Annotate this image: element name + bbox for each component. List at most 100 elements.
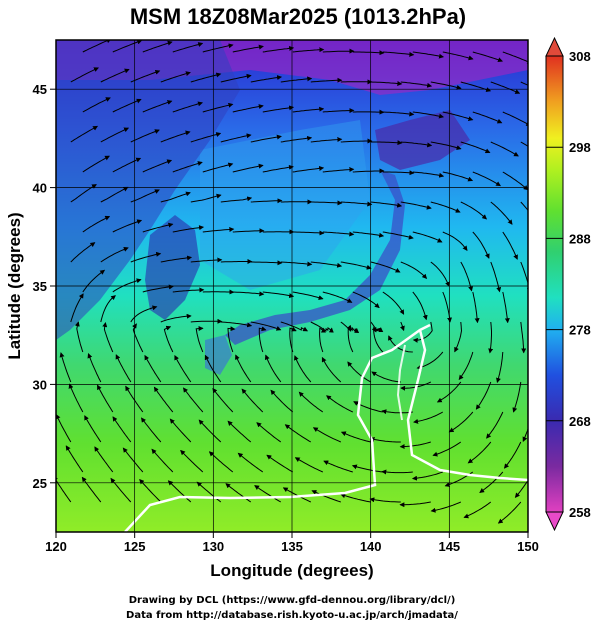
streamline (82, 215, 111, 233)
streamline (198, 419, 222, 443)
streamline (74, 321, 84, 353)
streamline (100, 247, 129, 263)
streamline (195, 325, 204, 353)
streamline (190, 132, 222, 143)
isotherm-white-3 (396, 344, 406, 421)
streamline (190, 72, 222, 83)
colorbar: 258 268 278 288 298 308 (545, 36, 591, 532)
streamline (381, 469, 413, 475)
streamline (412, 321, 433, 343)
streamline (340, 261, 372, 270)
streamline (490, 141, 519, 157)
streamline (112, 219, 143, 233)
streamline (82, 40, 112, 53)
colorbar-body (545, 55, 564, 513)
streamline (351, 464, 383, 473)
streamline (369, 437, 401, 443)
x-tick-label: 125 (124, 539, 146, 554)
streamline (172, 161, 203, 173)
streamline (100, 186, 129, 203)
streamline (371, 326, 384, 353)
streamline (520, 321, 527, 354)
streamline (232, 163, 264, 173)
streamline (352, 168, 385, 174)
streamline (369, 497, 401, 503)
streamline (280, 76, 313, 83)
streamline (65, 445, 84, 473)
streamline (172, 101, 204, 113)
streamline (112, 157, 142, 173)
streamline (256, 422, 282, 443)
streamline (294, 457, 324, 473)
streamline (292, 165, 325, 173)
streamline (202, 162, 234, 173)
streamline (183, 387, 204, 413)
streamline (430, 501, 462, 513)
streamline (467, 441, 492, 464)
streamline (56, 414, 72, 443)
y-tick-label: 35 (33, 279, 47, 294)
streamline (250, 321, 282, 331)
streamline (227, 420, 252, 443)
streamline (70, 293, 84, 323)
chart-title: MSM 18Z08Mar2025 (1013.2hPa) (130, 4, 466, 29)
streamline (413, 411, 444, 424)
streamline (232, 228, 265, 234)
streamline (460, 201, 488, 220)
streamline (220, 196, 253, 203)
streamline (202, 226, 235, 233)
streamline (102, 321, 114, 353)
streamline (322, 108, 355, 114)
streamline (310, 261, 343, 268)
streamline (326, 395, 354, 413)
streamline (371, 371, 401, 383)
streamline (400, 261, 428, 280)
streamline (87, 353, 102, 383)
x-tick-label: 130 (202, 539, 224, 554)
streamline (412, 171, 445, 178)
streamline (488, 321, 494, 354)
streamline (472, 111, 503, 124)
streamline (264, 354, 282, 383)
streamline (232, 44, 264, 53)
isotherm-white-2 (406, 329, 528, 482)
streamline (266, 454, 294, 473)
streamline (388, 335, 413, 353)
streamline (310, 200, 343, 206)
streamline (310, 136, 343, 143)
isotherm-white-1 (124, 323, 431, 532)
streamline (289, 326, 297, 353)
streamline (381, 409, 413, 415)
streamline (463, 501, 492, 519)
streamline (454, 321, 463, 353)
streamline (502, 111, 528, 126)
streamline (442, 111, 474, 122)
streamline (112, 278, 142, 293)
streamline (262, 45, 295, 53)
streamline (382, 170, 415, 176)
streamline (250, 198, 283, 204)
streamline (412, 111, 445, 119)
streamline (522, 427, 528, 442)
streamline (412, 51, 445, 59)
x-axis-ticks: 120 125 130 135 140 145 150 (45, 532, 539, 554)
streamline (533, 292, 539, 322)
streamline (82, 97, 111, 113)
streamline (442, 51, 474, 61)
streamline (370, 261, 401, 273)
streamline (400, 141, 433, 148)
streamline (220, 73, 252, 83)
streamline (292, 106, 325, 113)
streamline (382, 51, 415, 57)
streamline (382, 111, 415, 117)
streamline (232, 291, 265, 297)
streamline (132, 323, 144, 353)
streamline (167, 480, 192, 503)
y-axis-label: Latitude (degrees) (5, 212, 24, 359)
streamline (241, 388, 264, 413)
streamline (323, 460, 353, 473)
streamline (370, 201, 403, 208)
streamline (502, 51, 528, 64)
streamline (225, 483, 252, 503)
